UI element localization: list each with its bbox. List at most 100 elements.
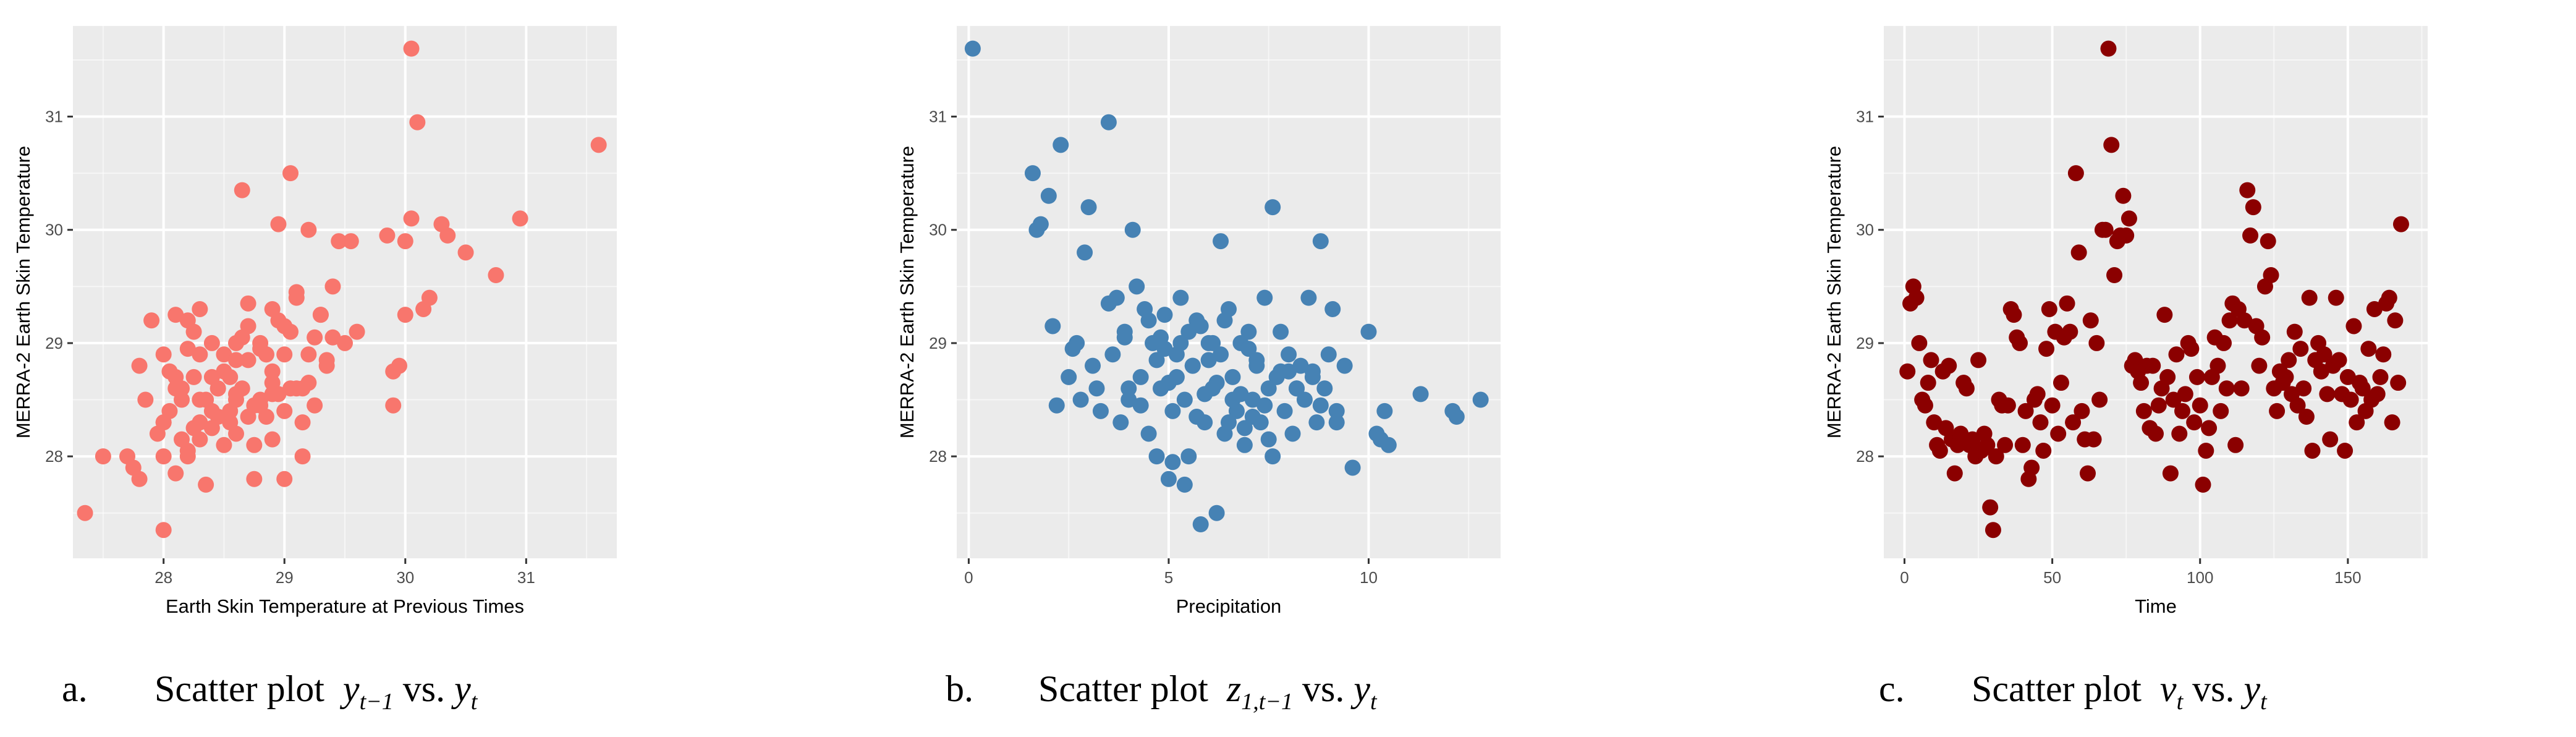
data-point bbox=[276, 471, 293, 487]
data-point bbox=[1213, 346, 1229, 363]
panel-caption: b. Scatter plot z1,t−1 vs. yt bbox=[946, 668, 1377, 715]
data-point bbox=[155, 448, 172, 465]
data-point bbox=[264, 375, 281, 391]
data-point bbox=[2065, 414, 2082, 431]
data-point bbox=[1256, 397, 1273, 414]
data-point bbox=[2186, 414, 2203, 431]
data-point bbox=[590, 137, 607, 153]
data-point bbox=[1276, 403, 1293, 419]
data-point bbox=[2354, 380, 2371, 397]
data-point bbox=[2372, 368, 2389, 385]
data-point bbox=[2328, 289, 2344, 306]
data-point bbox=[1176, 476, 1193, 493]
caption-vs: vs. bbox=[1292, 668, 1354, 709]
caption-x-var: y bbox=[342, 668, 360, 709]
data-point bbox=[1256, 289, 1273, 306]
data-point bbox=[2171, 425, 2188, 442]
data-point bbox=[185, 420, 202, 437]
data-point bbox=[2188, 368, 2205, 385]
data-point bbox=[1197, 386, 1213, 403]
data-point bbox=[1040, 187, 1057, 204]
data-point bbox=[2159, 368, 2176, 385]
data-point bbox=[1072, 391, 1089, 408]
data-point bbox=[1244, 409, 1261, 425]
data-point bbox=[1412, 386, 1429, 403]
data-point bbox=[1300, 289, 1317, 306]
data-point bbox=[385, 363, 402, 380]
data-point bbox=[2106, 267, 2123, 284]
data-point bbox=[1164, 454, 1181, 471]
data-point bbox=[1129, 278, 1145, 295]
data-point bbox=[1941, 357, 1957, 374]
data-point bbox=[1911, 334, 1928, 351]
data-point bbox=[2263, 267, 2279, 284]
data-point bbox=[137, 391, 154, 408]
data-point bbox=[331, 233, 347, 250]
data-point bbox=[1997, 437, 2014, 453]
data-point bbox=[1273, 363, 1289, 380]
data-point bbox=[1132, 368, 1149, 385]
data-point bbox=[1260, 431, 1277, 448]
data-point bbox=[1970, 352, 1987, 368]
data-point bbox=[234, 182, 250, 198]
data-point bbox=[1048, 397, 1065, 414]
data-point bbox=[1296, 391, 1313, 408]
y-tick-label: 29 bbox=[929, 334, 947, 352]
data-point bbox=[2227, 437, 2244, 453]
data-point bbox=[2345, 318, 2362, 334]
plot-background bbox=[1884, 26, 2428, 558]
data-point bbox=[2245, 199, 2261, 216]
data-point bbox=[1192, 318, 1209, 334]
data-point bbox=[179, 448, 196, 465]
data-point bbox=[1224, 391, 1241, 408]
data-point bbox=[167, 465, 184, 482]
caption-prefix: Scatter plot bbox=[1038, 668, 1227, 709]
x-axis-title: Time bbox=[2135, 595, 2177, 617]
data-point bbox=[1999, 397, 2016, 414]
data-point bbox=[1168, 368, 1185, 385]
data-point bbox=[1176, 391, 1193, 408]
x-tick-label: 5 bbox=[1164, 568, 1173, 587]
data-point bbox=[1088, 380, 1105, 397]
data-point bbox=[2298, 409, 2315, 425]
scatter-panel-2: 0 5 10 28 29 30 31 Precipitation MERRA-2 Earth S… bbox=[896, 26, 1501, 617]
caption-y-subscript: t bbox=[470, 689, 478, 715]
data-point bbox=[155, 346, 172, 363]
scatter-panel-3: 0 50 100 150 28 29 30 31 Time MERRA-2 Earth Skin … bbox=[1823, 26, 2428, 617]
data-point bbox=[203, 420, 220, 437]
data-point bbox=[1240, 341, 1257, 357]
data-point bbox=[1380, 437, 1397, 453]
data-point bbox=[2044, 397, 2061, 414]
data-point bbox=[2035, 442, 2052, 459]
caption-x-var: v bbox=[2159, 668, 2177, 709]
data-point bbox=[203, 368, 220, 385]
data-point bbox=[2198, 442, 2214, 459]
data-point bbox=[216, 437, 232, 453]
data-point bbox=[2017, 403, 2034, 419]
data-point bbox=[2091, 391, 2108, 408]
panel-caption: c. Scatter plot vt vs. yt bbox=[1879, 668, 2267, 715]
data-point bbox=[1064, 341, 1081, 357]
data-point bbox=[2177, 386, 2193, 403]
data-point bbox=[282, 165, 299, 182]
data-point bbox=[349, 323, 365, 340]
x-tick-label: 100 bbox=[2187, 568, 2213, 587]
data-point bbox=[2213, 403, 2229, 419]
data-point bbox=[1180, 448, 1197, 465]
data-point bbox=[1312, 397, 1329, 414]
data-point bbox=[1044, 318, 1061, 334]
x-tick-label: 10 bbox=[1360, 568, 1378, 587]
data-point bbox=[1205, 334, 1221, 351]
data-point bbox=[294, 380, 311, 397]
data-point bbox=[1265, 448, 1281, 465]
data-point bbox=[240, 409, 256, 425]
caption-prefix: Scatter plot bbox=[1972, 668, 2160, 709]
data-point bbox=[1324, 300, 1341, 317]
data-point bbox=[2218, 380, 2235, 397]
data-point bbox=[2029, 386, 2046, 403]
data-point bbox=[1336, 357, 1353, 374]
data-point bbox=[1320, 346, 1337, 363]
data-point bbox=[2349, 414, 2365, 431]
data-point bbox=[1077, 244, 1093, 261]
